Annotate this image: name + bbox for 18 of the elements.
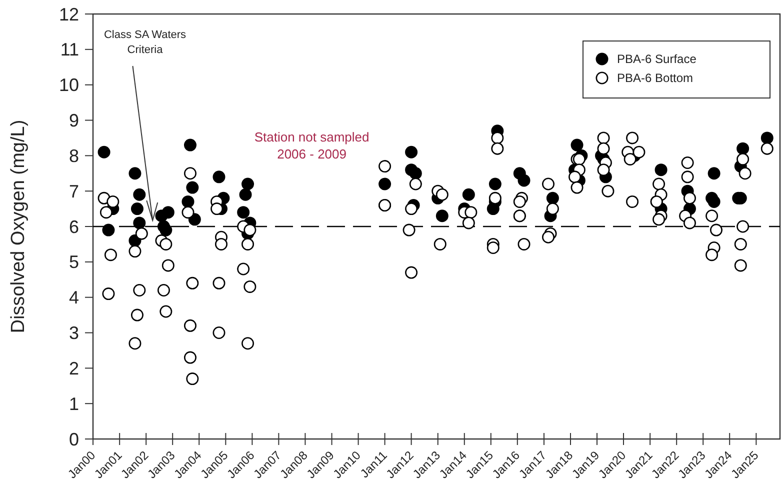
legend-label: PBA-6 Bottom bbox=[617, 71, 694, 86]
y-tick-label: 0 bbox=[68, 429, 79, 450]
y-tick-label: 12 bbox=[58, 4, 79, 24]
y-axis-title: Dissolved Oxygen (mg/L) bbox=[8, 120, 29, 334]
legend-label: PBA-6 Surface bbox=[617, 52, 697, 66]
ref-line-label: Class SA Waters Criteria bbox=[102, 28, 188, 58]
y-tick-label: 7 bbox=[68, 181, 79, 202]
y-tick-label: 1 bbox=[68, 394, 79, 414]
annotation: Station not sampled 2006 - 2009 bbox=[254, 130, 370, 162]
y-tick-label: 10 bbox=[58, 75, 79, 96]
y-tick-label: 4 bbox=[68, 288, 79, 308]
y-tick-label: 9 bbox=[68, 110, 79, 131]
y-tick-label: 3 bbox=[68, 323, 79, 344]
y-tick-label: 8 bbox=[68, 146, 79, 166]
y-tick-label: 6 bbox=[68, 216, 79, 237]
y-tick-label: 11 bbox=[60, 40, 79, 60]
y-tick-label: 2 bbox=[68, 358, 79, 378]
y-tick-label: 5 bbox=[68, 252, 79, 272]
